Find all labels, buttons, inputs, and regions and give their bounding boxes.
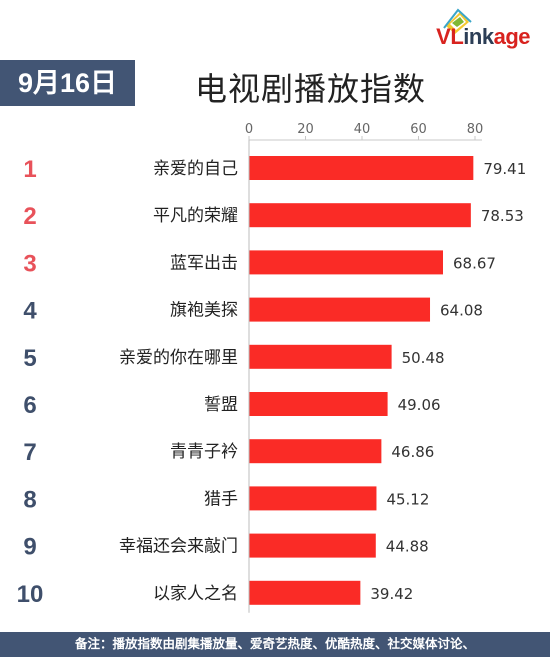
category-label: 以家人之名 [153,584,238,604]
rank-number: 9 [23,534,36,561]
logo-emblem-icon [443,8,472,34]
bar [249,203,471,228]
rank-number: 2 [23,203,36,230]
rank-number: 10 [17,581,44,608]
bar [249,580,361,605]
x-axis-tick-label: 80 [467,122,484,137]
data-label: 46.86 [391,443,434,461]
x-axis-tick-label: 40 [354,122,371,137]
category-label: 幸福还会来敲门 [119,537,238,557]
logo-wordmark: VLinkage [436,24,530,50]
bar [249,486,377,511]
date-badge: 9月16日 [0,60,135,106]
category-label: 猎手 [204,489,238,509]
category-label: 蓝军出击 [170,253,238,273]
data-label: 64.08 [440,302,483,320]
category-label: 亲爱的你在哪里 [119,348,238,368]
rank-number: 5 [23,345,36,372]
data-label: 45.12 [386,490,429,508]
x-axis-tick-label: 20 [297,122,314,137]
logo-text-age: age [493,24,531,49]
data-label: 49.06 [398,396,441,414]
x-axis-tick-label: 0 [245,122,253,137]
data-label: 78.53 [481,207,524,225]
vlinkage-logo: VLinkage [380,8,531,52]
footer-note: 备注：播放指数由剧集播放量、爱奇艺热度、优酷热度、社交媒体讨论、 [0,632,550,657]
data-label: 44.88 [386,538,429,556]
bar [249,344,392,369]
logo-text-vl: VL [436,24,464,49]
data-label: 50.48 [402,349,445,367]
bar [249,439,382,464]
rank-number: 3 [23,250,36,277]
rank-number: 4 [23,298,37,325]
category-label: 平凡的荣耀 [153,206,238,226]
rank-number: 6 [23,392,36,419]
data-label: 68.67 [453,254,496,272]
data-label: 39.42 [370,585,413,603]
bar [249,156,474,180]
logo-text-ink: ink [463,24,494,49]
category-label: 誓盟 [204,395,238,415]
rank-number: 1 [23,156,36,183]
data-label: 79.41 [483,160,526,178]
bar [249,392,388,416]
category-label: 旗袍美探 [170,301,238,321]
bar [249,250,443,275]
bar [249,533,376,558]
category-label: 青青子衿 [170,442,238,462]
chart-title: 电视剧播放指数 [195,70,427,108]
rank-number: 7 [23,439,36,466]
bar [249,297,431,322]
bar-chart: 0 20 40 60 80 1 亲爱的自己 79.41 2 平凡的荣耀 78.53 3 蓝军出击 68.6… [17,122,526,613]
rank-number: 8 [23,486,36,513]
category-label: 亲爱的自己 [153,159,238,179]
x-axis-tick-label: 60 [410,122,427,137]
